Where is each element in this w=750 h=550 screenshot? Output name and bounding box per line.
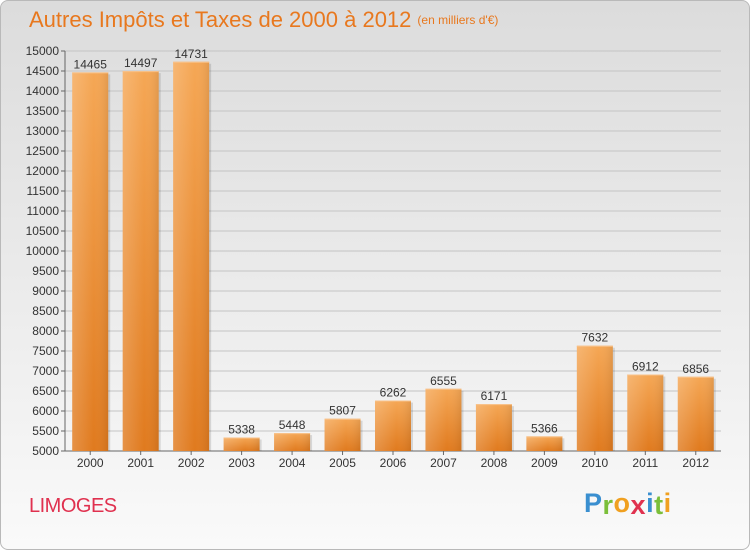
y-tick-label: 8500 [32, 304, 59, 318]
bar-shade [627, 374, 664, 451]
bar-shade [475, 404, 512, 451]
y-tick-label: 7500 [32, 344, 59, 358]
y-tick-label: 5500 [32, 424, 59, 438]
chart-title: Autres Impôts et Taxes de 2000 à 2012 (en… [29, 7, 498, 33]
logo-letter: i [646, 488, 655, 518]
y-tick-label: 5000 [32, 444, 59, 458]
city-label: LIMOGES [29, 495, 117, 517]
y-tick-label: 7000 [32, 364, 59, 378]
y-tick-label: 10000 [26, 244, 60, 258]
x-tick-label: 2010 [581, 456, 608, 470]
bar-shade [72, 72, 109, 452]
tick-labels: 5000 5500 6000 6500 7000 7500 8000 8500 9000 9500… [26, 44, 710, 470]
logo-letter: o [613, 488, 631, 518]
bar-shade [324, 418, 361, 451]
y-tick-label: 11000 [27, 204, 60, 218]
data-label: 5448 [279, 418, 306, 432]
data-label: 14465 [74, 57, 108, 71]
bars [72, 61, 716, 452]
bar-shade [526, 436, 563, 451]
title-unit: (en milliers d'€) [417, 13, 499, 27]
bar-shade [375, 400, 411, 451]
bar-shade [223, 437, 260, 451]
y-tick-label: 9000 [32, 284, 59, 298]
data-label: 5366 [531, 421, 558, 435]
logo-letter: r [602, 490, 614, 520]
data-label: 6912 [632, 360, 659, 374]
x-tick-label: 2007 [430, 456, 457, 470]
logo-letter: t [654, 490, 664, 520]
bar-shade [173, 61, 210, 451]
y-tick-label: 12500 [26, 144, 60, 158]
bar-shade [576, 345, 613, 451]
x-tick-label: 2009 [531, 456, 558, 470]
y-tick-label: 10500 [26, 224, 60, 238]
bar-shade [677, 376, 714, 451]
data-label: 14497 [124, 56, 158, 70]
x-tick-label: 2006 [380, 456, 407, 470]
data-label: 7632 [581, 331, 608, 345]
y-tick-label: 11500 [27, 184, 60, 198]
x-tick-label: 2000 [77, 456, 104, 470]
logo-letter: P [584, 488, 603, 518]
bar-shade [425, 388, 462, 451]
y-tick-label: 8000 [32, 324, 59, 338]
y-tick-label: 13500 [26, 104, 60, 118]
y-tick-label: 6000 [32, 404, 59, 418]
y-tick-label: 12000 [26, 164, 60, 178]
data-label: 6171 [481, 389, 508, 403]
y-tick-label: 9500 [32, 264, 59, 278]
data-label: 5338 [228, 422, 255, 436]
y-tick-label: 14500 [26, 64, 60, 78]
x-tick-label: 2003 [228, 456, 255, 470]
bar-shade [274, 433, 311, 451]
data-label: 5807 [329, 404, 356, 418]
y-tick-label: 14000 [26, 84, 60, 98]
data-label: 6555 [430, 374, 457, 388]
title-text: Autres Impôts et Taxes de 2000 à 2012 [29, 7, 412, 32]
x-tick-label: 2005 [329, 456, 356, 470]
x-tick-label: 2011 [632, 456, 658, 470]
data-labels: 14465 14497 14731 5338 5448 5807 6262 6555 6171 5… [74, 47, 710, 437]
y-tick-label: 6500 [32, 384, 59, 398]
x-tick-label: 2012 [682, 456, 709, 470]
x-tick-label: 2002 [178, 456, 205, 470]
proxiti-logo[interactable]: Proxiti [584, 488, 672, 520]
logo-letter: i [663, 488, 672, 518]
logo-letter: x [630, 490, 647, 520]
x-tick-label: 2001 [127, 456, 154, 470]
y-tick-label: 15000 [26, 44, 60, 58]
x-tick-label: 2004 [279, 456, 306, 470]
bar-shade [122, 71, 159, 452]
data-label: 6262 [380, 386, 407, 400]
y-tick-label: 13000 [26, 124, 60, 138]
data-label: 6856 [682, 362, 709, 376]
data-label: 14731 [174, 47, 208, 61]
x-tick-label: 2008 [481, 456, 508, 470]
